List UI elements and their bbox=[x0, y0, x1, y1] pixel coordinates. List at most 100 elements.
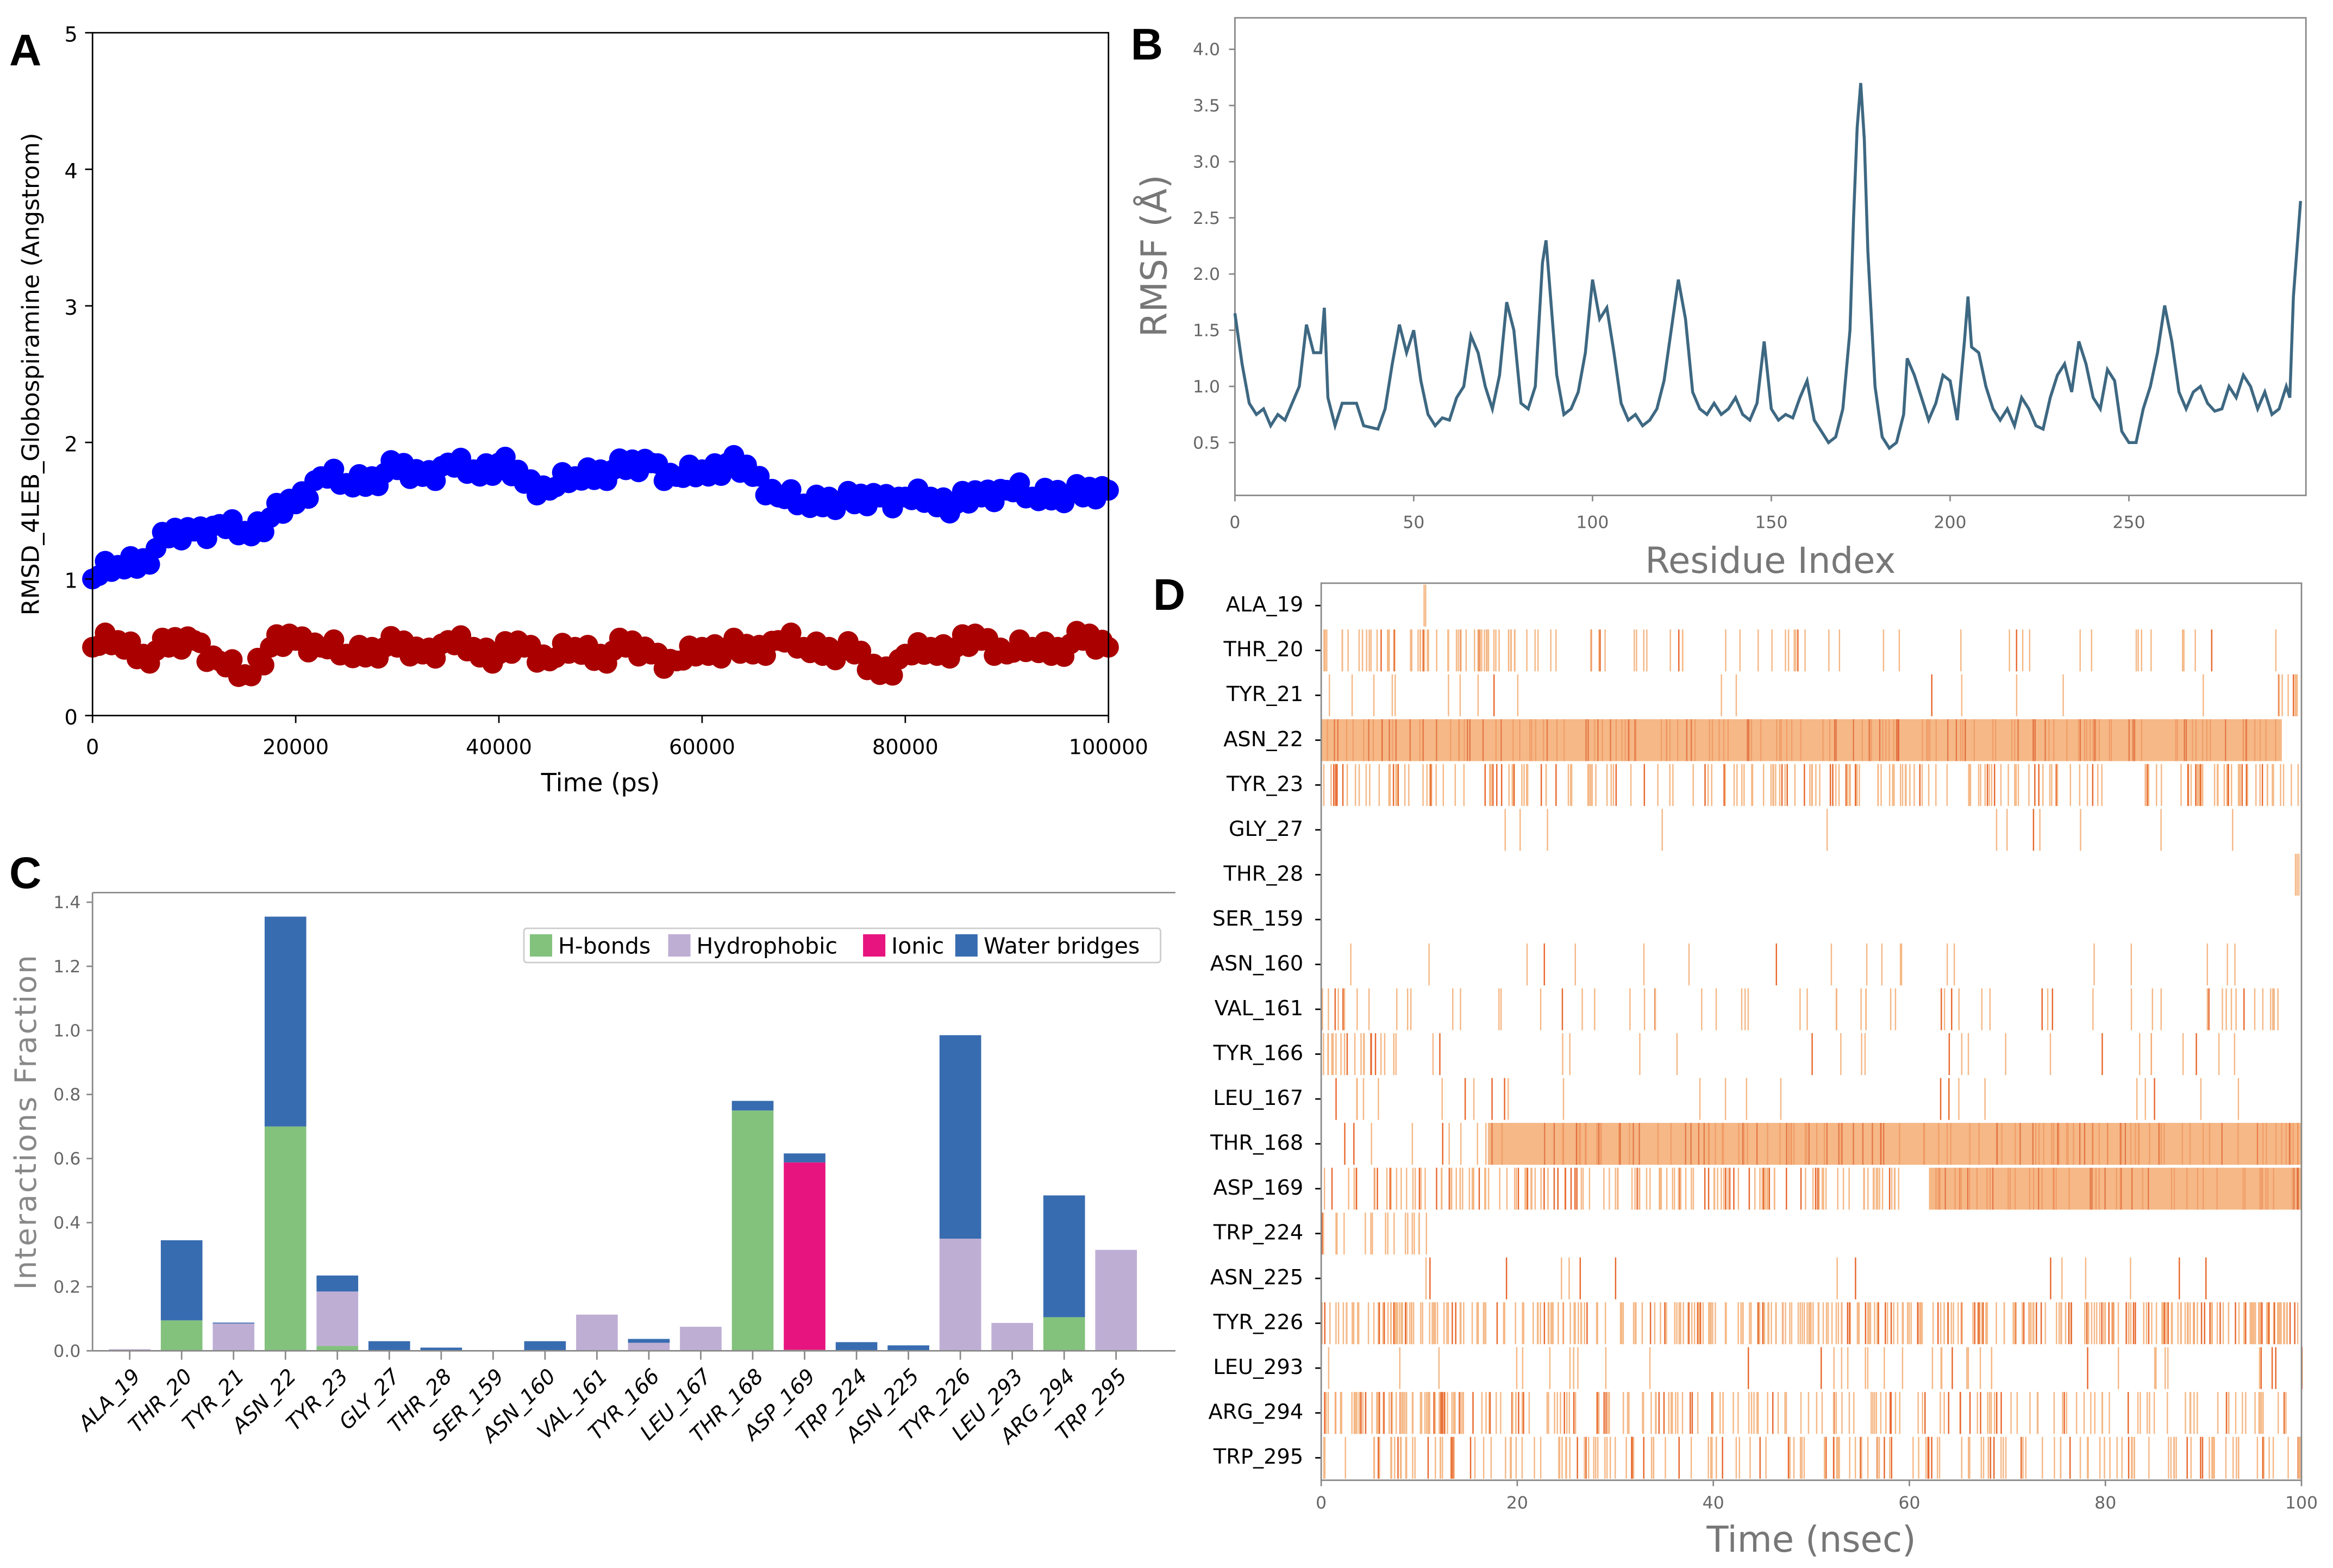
contact-mark bbox=[1337, 988, 1339, 1030]
contact-mark bbox=[2033, 1167, 2035, 1210]
contact-mark bbox=[2020, 1436, 2022, 1479]
contact-mark bbox=[1577, 1436, 1578, 1479]
contact-mark bbox=[2294, 853, 2297, 896]
contact-mark bbox=[2175, 719, 2176, 761]
contact-mark bbox=[1801, 1436, 1803, 1479]
contact-mark bbox=[1569, 1302, 1571, 1345]
contact-mark bbox=[2176, 719, 2178, 761]
contact-mark bbox=[2238, 1302, 2240, 1345]
contact-mark bbox=[1429, 764, 1431, 806]
contact-band bbox=[1929, 1167, 2301, 1210]
contact-mark bbox=[1324, 1436, 1326, 1479]
contact-mark bbox=[1337, 719, 1338, 761]
contact-mark bbox=[1506, 1167, 1508, 1210]
panel-label-a: A bbox=[9, 26, 41, 75]
contact-mark bbox=[1484, 1167, 1486, 1210]
contact-mark bbox=[1388, 719, 1390, 761]
contact-mark bbox=[2092, 719, 2094, 761]
row-label: ASN_160 bbox=[1210, 951, 1303, 976]
contact-mark bbox=[1960, 719, 1962, 761]
contact-mark bbox=[2151, 988, 2154, 1030]
contact-mark bbox=[1323, 764, 1325, 806]
contact-mark bbox=[2222, 988, 2223, 1030]
contact-mark bbox=[1628, 719, 1629, 761]
contact-mark bbox=[1950, 1123, 1952, 1165]
contact-mark bbox=[1811, 764, 1813, 806]
contact-mark bbox=[1780, 1078, 1782, 1120]
contact-mark bbox=[2297, 1123, 2299, 1165]
contact-mark bbox=[2049, 1033, 2051, 1076]
contact-mark bbox=[1985, 1302, 1987, 1345]
contact-mark bbox=[1924, 1392, 1926, 1434]
contact-mark bbox=[2084, 719, 2086, 761]
contact-mark bbox=[1400, 1392, 1402, 1434]
contact-mark bbox=[2265, 719, 2267, 761]
contact-mark bbox=[2085, 1257, 2087, 1300]
contact-mark bbox=[2148, 1167, 2149, 1210]
contact-mark bbox=[1595, 764, 1597, 806]
contact-mark bbox=[1853, 1123, 1854, 1165]
contact-mark bbox=[1529, 719, 1531, 761]
contact-mark bbox=[1666, 1302, 1667, 1345]
contact-mark bbox=[1678, 1302, 1680, 1345]
contact-mark bbox=[1946, 764, 1948, 806]
contact-mark bbox=[2117, 1302, 2119, 1345]
contact-mark bbox=[2034, 764, 2036, 806]
contact-mark bbox=[2276, 1302, 2279, 1345]
contact-mark bbox=[1958, 988, 1960, 1030]
contact-mark bbox=[2053, 719, 2055, 761]
contact-mark bbox=[2262, 1436, 2264, 1479]
contact-mark bbox=[1493, 629, 1495, 672]
contact-mark bbox=[1969, 764, 1971, 806]
contact-mark bbox=[1393, 1302, 1395, 1345]
contact-mark bbox=[1917, 1392, 1919, 1434]
contact-mark bbox=[1354, 1392, 1356, 1434]
contact-mark bbox=[1405, 1436, 1407, 1479]
contact-mark bbox=[1906, 1302, 1909, 1345]
contact-mark bbox=[1429, 1257, 1431, 1300]
contact-mark bbox=[1634, 719, 1636, 761]
contact-mark bbox=[2035, 1302, 2037, 1345]
contact-mark bbox=[1740, 1302, 1742, 1345]
contact-mark bbox=[1988, 764, 1990, 806]
contact-mark bbox=[1569, 1033, 1571, 1076]
contact-mark bbox=[1555, 764, 1557, 806]
contact-mark bbox=[1485, 1123, 1487, 1165]
contact-mark bbox=[1574, 1167, 1576, 1210]
contact-mark bbox=[2225, 1392, 2228, 1434]
contact-mark bbox=[1856, 764, 1858, 806]
contact-mark bbox=[1891, 1436, 1892, 1479]
contact-mark bbox=[1474, 629, 1475, 672]
contact-mark bbox=[1888, 719, 1890, 761]
contact-mark bbox=[2112, 1302, 2114, 1345]
contact-mark bbox=[1624, 719, 1626, 761]
contact-mark bbox=[1400, 1167, 1402, 1210]
contact-mark bbox=[1517, 674, 1519, 716]
contact-mark bbox=[1768, 1302, 1769, 1345]
contact-mark bbox=[2136, 1078, 2138, 1120]
contact-mark bbox=[1943, 1302, 1945, 1345]
contact-mark bbox=[1442, 1436, 1443, 1479]
contact-mark bbox=[1724, 1078, 1727, 1120]
contact-mark bbox=[2066, 1123, 2068, 1165]
bar-segment-water-bridges bbox=[628, 1339, 670, 1343]
contact-mark bbox=[2219, 1302, 2221, 1345]
contact-mark bbox=[2193, 1392, 2195, 1434]
contact-mark bbox=[1436, 1167, 1437, 1210]
contact-mark bbox=[1692, 1167, 1694, 1210]
contact-mark bbox=[1893, 719, 1894, 761]
contact-mark bbox=[1385, 1213, 1386, 1255]
contact-mark bbox=[1785, 629, 1786, 672]
contact-mark bbox=[1725, 1167, 1727, 1210]
contact-mark bbox=[2091, 1167, 2093, 1210]
contact-mark bbox=[1562, 1302, 1564, 1345]
contact-mark bbox=[2068, 1167, 2070, 1210]
contact-mark bbox=[2255, 764, 2257, 806]
contact-mark bbox=[1374, 1033, 1377, 1076]
contact-mark bbox=[2103, 1302, 2105, 1345]
contact-mark bbox=[2275, 629, 2277, 672]
contact-mark bbox=[1481, 629, 1483, 672]
contact-mark bbox=[1840, 1123, 1842, 1165]
